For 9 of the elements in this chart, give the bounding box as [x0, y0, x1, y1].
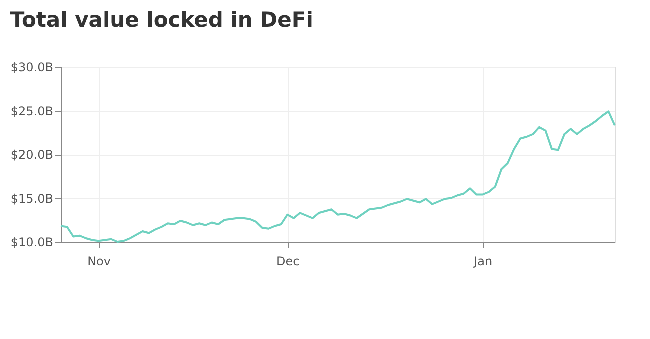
- x-tick-label: Nov: [88, 254, 111, 268]
- chart-title: Total value locked in DeFi: [10, 8, 314, 32]
- y-tick-label: $10.0B: [10, 236, 54, 250]
- y-tick-label: $25.0B: [10, 104, 54, 118]
- y-tick-label: $30.0B: [10, 60, 54, 74]
- x-tick-label: Jan: [473, 254, 493, 268]
- y-tick-label: $20.0B: [10, 148, 54, 162]
- y-tick-label: $15.0B: [10, 192, 54, 206]
- x-tick-label: Dec: [276, 254, 300, 268]
